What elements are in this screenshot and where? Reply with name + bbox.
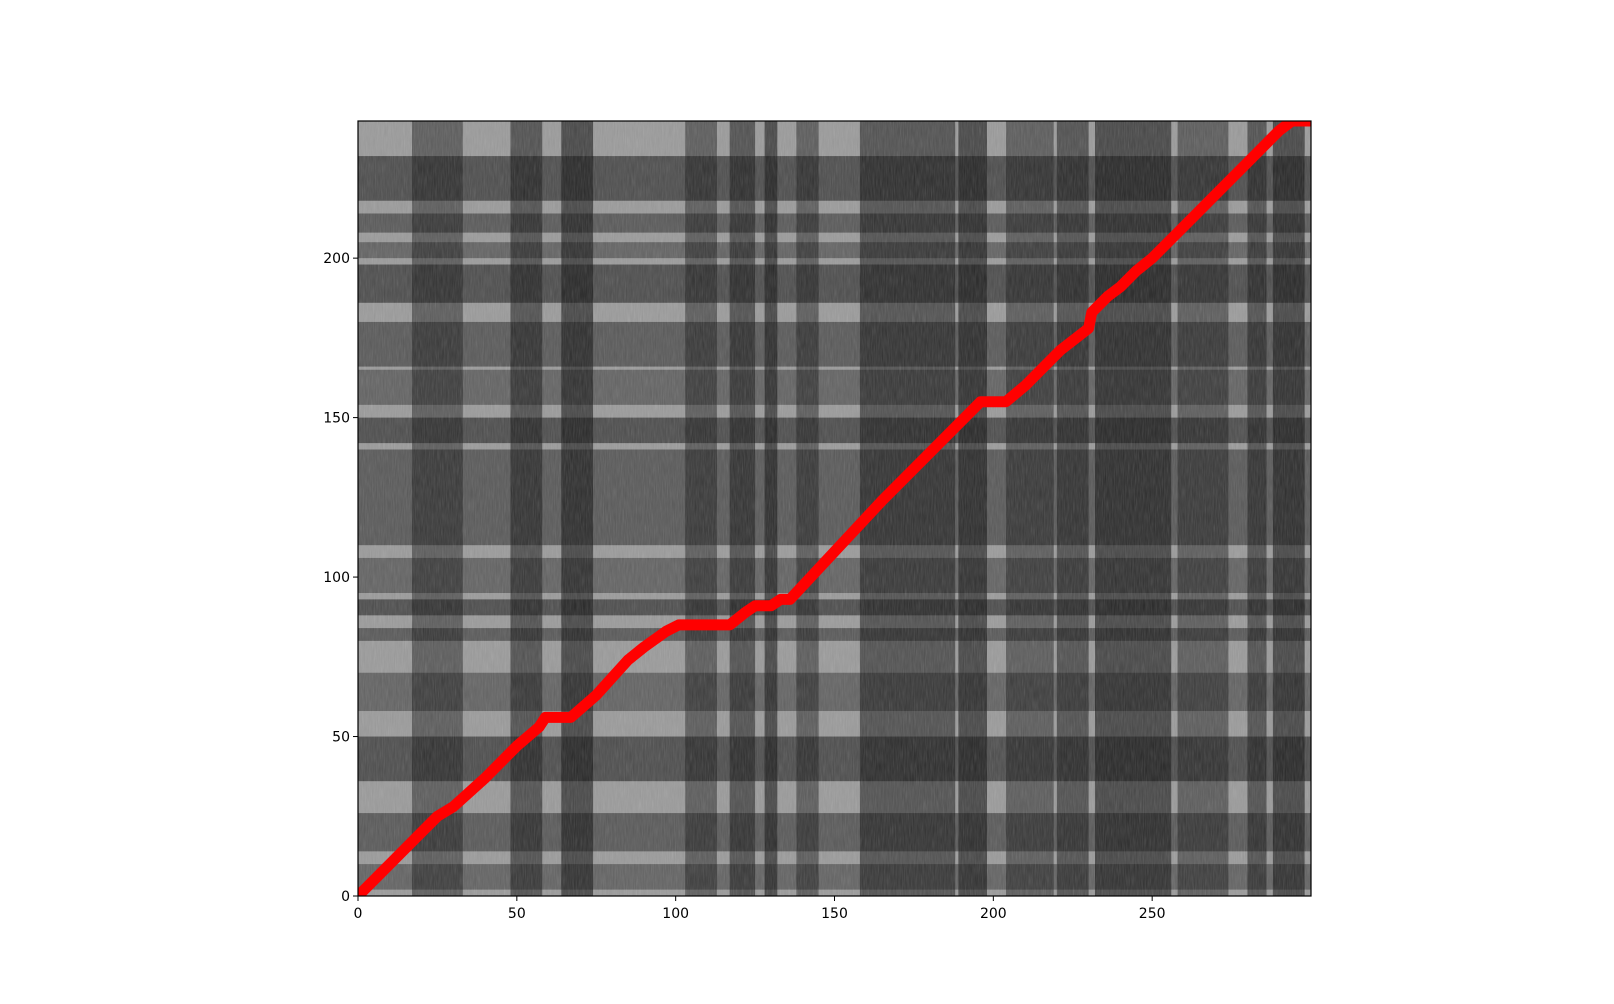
x-tick-label: 0 <box>354 906 363 922</box>
x-tick-label: 250 <box>1139 906 1166 922</box>
similarity-heatmap <box>358 121 1311 896</box>
y-tick-label: 100 <box>323 570 350 586</box>
y-tick-label: 0 <box>341 889 350 905</box>
x-tick-label: 150 <box>821 906 848 922</box>
warping-path <box>358 121 1311 896</box>
x-tick-label: 200 <box>980 906 1007 922</box>
y-tick-label: 200 <box>323 251 350 267</box>
y-tick-label: 150 <box>323 411 350 427</box>
y-tick-label: 50 <box>332 730 350 746</box>
x-tick-label: 100 <box>662 906 689 922</box>
y-axis-ticks: 0 50 100 150 200 <box>323 251 358 905</box>
x-axis-ticks: 0 50 100 150 200 250 <box>354 896 1166 922</box>
x-tick-label: 50 <box>508 906 526 922</box>
heatmap-texture <box>358 121 1311 896</box>
